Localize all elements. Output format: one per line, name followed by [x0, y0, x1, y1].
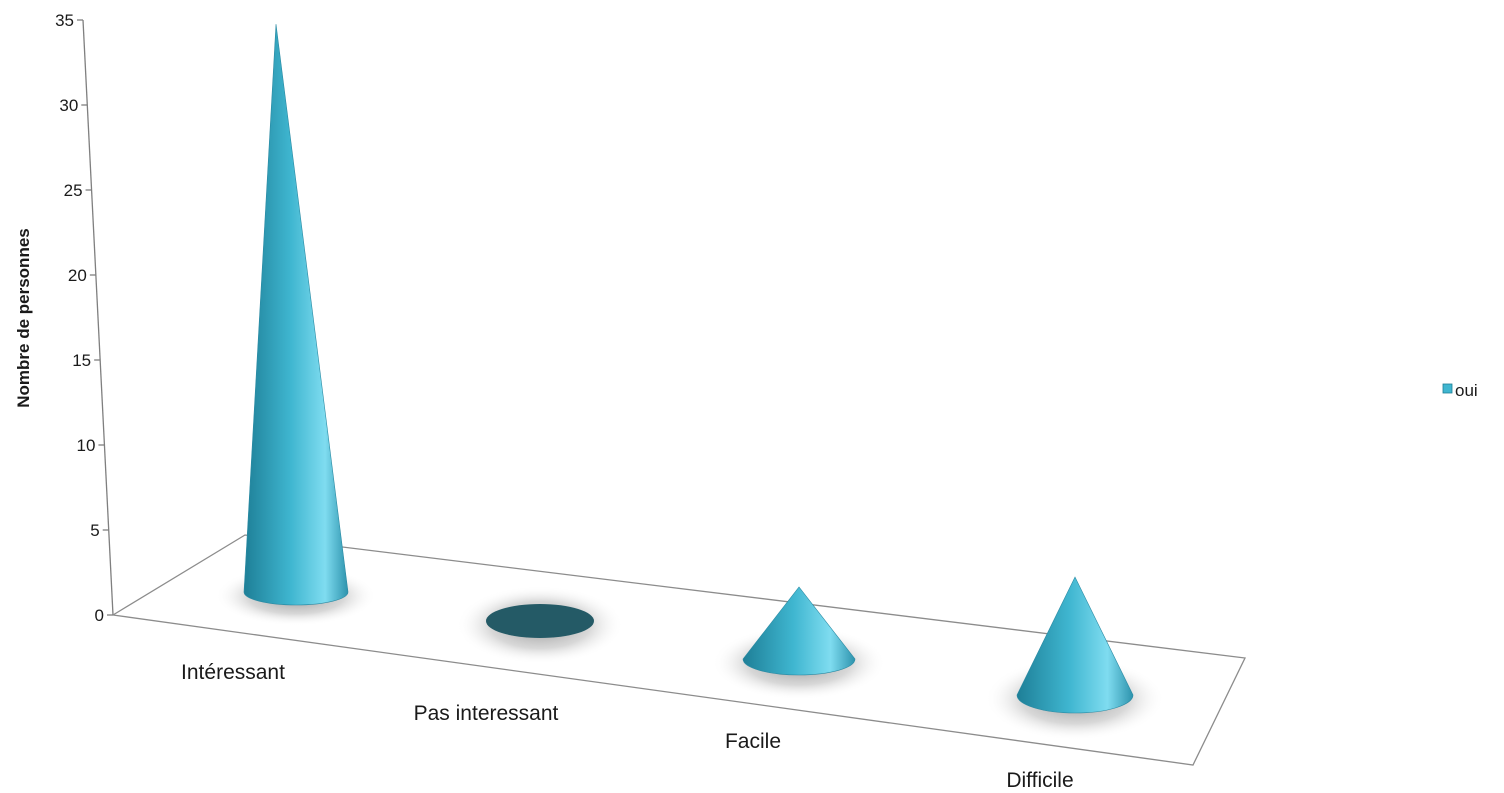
y-axis-title: Nombre de personnes	[14, 228, 33, 408]
cone-bar	[742, 586, 856, 676]
legend: oui	[1442, 381, 1478, 400]
cone-bar	[243, 24, 349, 606]
legend-label-oui: oui	[1455, 381, 1478, 400]
y-axis-ticks: 0 5 10 15 20 25 30 35	[55, 11, 113, 625]
category-label: Intéressant	[181, 661, 285, 684]
cone-bar-empty	[486, 604, 594, 638]
category-labels: Intéressant Pas interessant Facile Difficil…	[181, 661, 1074, 792]
category-label: Facile	[725, 730, 781, 753]
cones	[243, 24, 1134, 714]
y-tick-label: 30	[59, 96, 78, 115]
y-tick-label: 35	[55, 11, 74, 30]
y-tick-label: 10	[77, 436, 96, 455]
floor-outline	[112, 534, 1246, 766]
y-tick-label: 15	[72, 351, 91, 370]
legend-swatch-oui	[1442, 383, 1453, 394]
y-tick-label: 25	[64, 181, 83, 200]
cone-shadows	[215, 566, 1165, 741]
y-tick-label: 0	[95, 606, 104, 625]
category-label: Pas interessant	[414, 702, 559, 725]
cone-bar	[1016, 576, 1134, 714]
y-tick-label: 20	[68, 266, 87, 285]
y-axis-line	[82, 19, 114, 616]
y-tick-label: 5	[90, 521, 99, 540]
category-label: Difficile	[1006, 769, 1073, 792]
